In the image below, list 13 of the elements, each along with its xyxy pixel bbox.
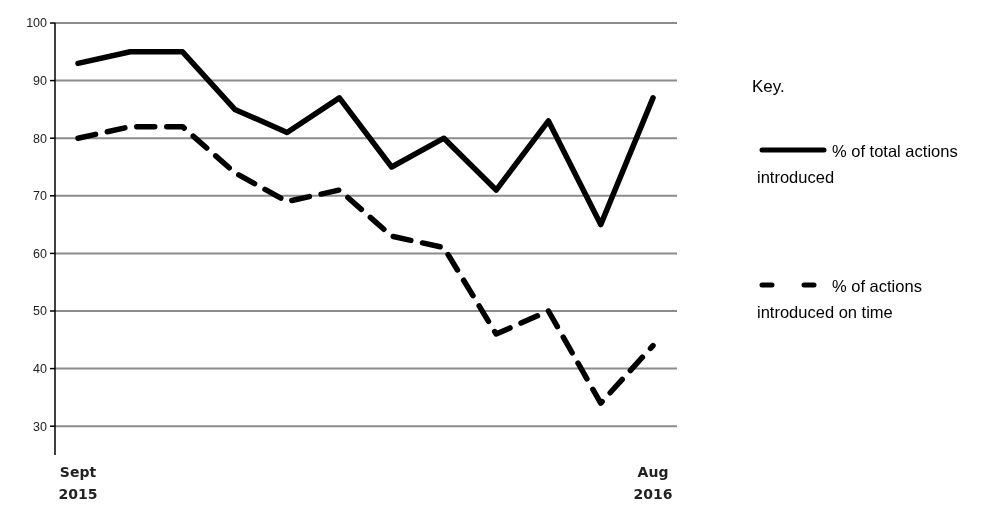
y-tick-label: 90 [33, 73, 48, 88]
y-tick-label: 80 [33, 131, 48, 146]
y-tick-label: 50 [33, 304, 48, 319]
legend-title: Key. [752, 77, 785, 96]
y-tick-label: 60 [33, 246, 48, 261]
x-tick-label: Aug 2016 [633, 464, 673, 502]
legend-label: % of actions introduced on time [757, 277, 922, 321]
legend-label: % of total actions introduced [757, 142, 958, 186]
x-tick-label: Sept 2015 [58, 464, 98, 502]
y-tick-label: 100 [26, 16, 48, 31]
y-tick-label: 70 [33, 189, 48, 204]
y-tick-label: 30 [33, 419, 48, 434]
y-tick-label: 40 [33, 361, 48, 376]
